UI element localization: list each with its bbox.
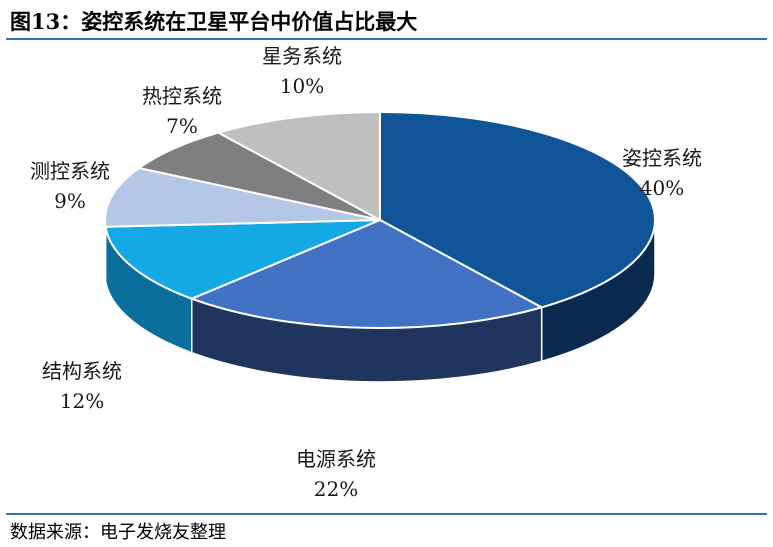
slice-label-4: 测控系统 bbox=[30, 159, 110, 183]
slice-2 bbox=[190, 219, 543, 329]
source-note: 数据来源：电子发烧友整理 bbox=[10, 522, 226, 543]
slice-label-1: 姿控系统 bbox=[622, 146, 702, 170]
slice-value-1: 40% bbox=[640, 176, 684, 200]
pie-slices bbox=[104, 111, 656, 329]
pie-chart: 姿控系统 40% 电源系统 22% 结构系统 12% 测控系统 9% 热控系统 7% 星务系统 10% bbox=[30, 44, 702, 501]
pie-sides bbox=[104, 219, 656, 383]
title-rule bbox=[6, 38, 767, 40]
slice-3 bbox=[104, 219, 381, 300]
slice-label-5: 热控系统 bbox=[142, 84, 222, 108]
slice-value-2: 22% bbox=[314, 477, 358, 501]
figure-title: 图13：姿控系统在卫星平台中价值占比最大 bbox=[10, 9, 418, 34]
slice-1 bbox=[379, 111, 656, 309]
slice-value-6: 10% bbox=[280, 74, 324, 98]
slice-label-6: 星务系统 bbox=[262, 44, 342, 68]
slice-label-3: 结构系统 bbox=[42, 359, 122, 383]
slice-4 bbox=[104, 166, 381, 228]
slice-value-5: 7% bbox=[166, 114, 198, 138]
slice-label-2: 电源系统 bbox=[296, 447, 376, 471]
source-rule bbox=[6, 513, 767, 515]
pie-labels: 姿控系统 40% 电源系统 22% 结构系统 12% 测控系统 9% 热控系统 7% 星务系统 10% bbox=[30, 44, 702, 501]
slice-6 bbox=[217, 111, 381, 221]
slice-value-3: 12% bbox=[60, 389, 104, 413]
slice-5 bbox=[138, 131, 381, 221]
slice-value-4: 9% bbox=[54, 189, 86, 213]
